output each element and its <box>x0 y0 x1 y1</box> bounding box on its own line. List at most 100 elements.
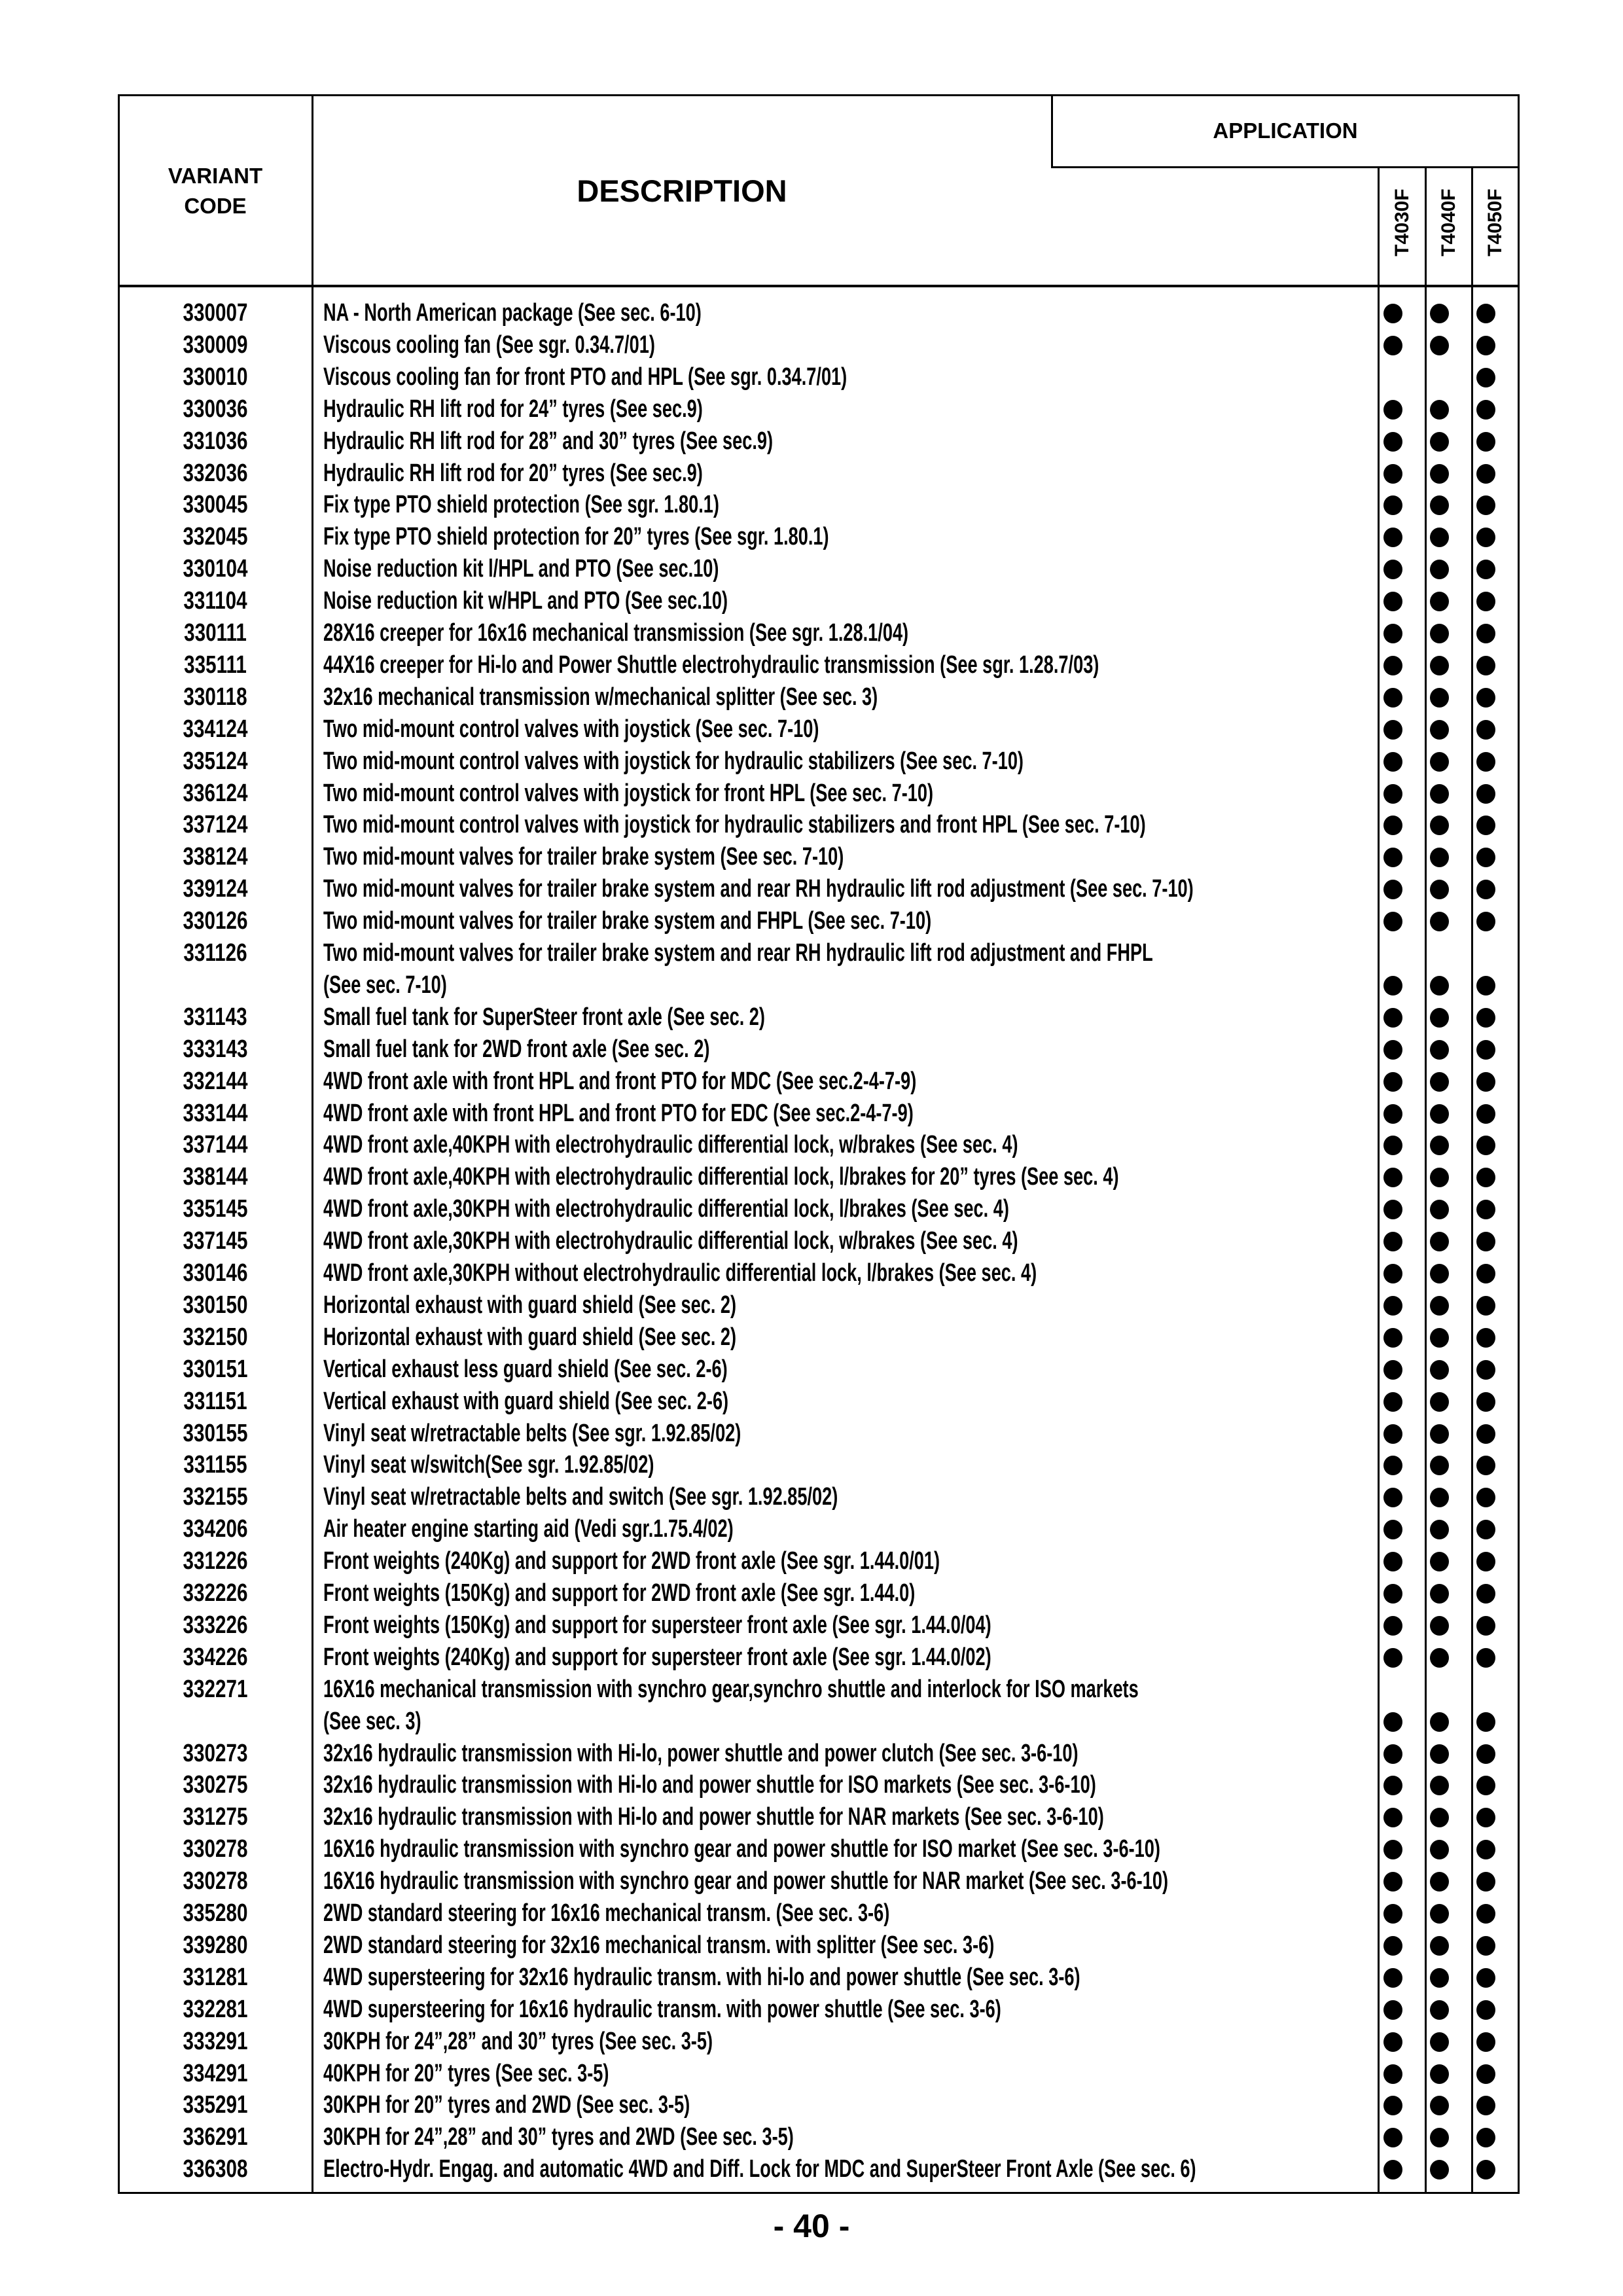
variant-code: 336308 <box>183 2155 248 2183</box>
variant-code: 330009 <box>183 331 248 359</box>
application-dot-t4040f <box>1430 1424 1449 1444</box>
variant-description: 28X16 creeper for 16x16 mechanical trans… <box>323 619 909 647</box>
variant-description: Front weights (150Kg) and support for 2W… <box>323 1579 916 1607</box>
application-dot-t4030f <box>1383 624 1402 643</box>
model-header-t4030f: T4030F <box>1391 188 1413 257</box>
application-dot-t4030f <box>1383 560 1402 580</box>
application-dot-t4030f <box>1383 592 1402 612</box>
application-dot-t4040f <box>1430 1520 1449 1540</box>
application-dot-t4030f <box>1383 2064 1402 2084</box>
application-dot-t4040f <box>1430 2128 1449 2148</box>
application-dot-t4030f <box>1383 1295 1402 1316</box>
variant-code: 330036 <box>183 395 248 423</box>
variant-description: (See sec. 3) <box>323 1707 421 1735</box>
application-dot-t4050f <box>1476 304 1495 323</box>
application-dot-t4050f <box>1476 1424 1495 1444</box>
application-dot-t4030f <box>1383 495 1402 516</box>
application-dot-t4050f <box>1476 880 1495 900</box>
variant-description: NA - North American package (See sec. 6-… <box>323 299 702 327</box>
application-dot-t4040f <box>1430 719 1449 740</box>
application-dot-t4040f <box>1430 1488 1449 1508</box>
table-frame <box>118 94 1520 2194</box>
variant-description: 4WD front axle,40KPH with electrohydraul… <box>323 1163 1119 1191</box>
application-dot-t4030f <box>1383 304 1402 323</box>
application-dot-t4040f <box>1430 1808 1449 1828</box>
application-dot-t4040f <box>1430 2096 1449 2116</box>
application-dot-t4050f <box>1476 1103 1495 1124</box>
application-dot-t4040f <box>1430 1168 1449 1188</box>
application-dot-t4050f <box>1476 1456 1495 1476</box>
variant-description: Noise reduction kit w/HPL and PTO (See s… <box>323 587 728 615</box>
variant-description: 32x16 mechanical transmission w/mechanic… <box>323 683 878 711</box>
description-header: DESCRIPTION <box>577 173 787 208</box>
variant-description: 30KPH for 20” tyres and 2WD (See sec. 3-… <box>323 2091 690 2119</box>
variant-description: 40KPH for 20” tyres (See sec. 3-5) <box>323 2059 609 2087</box>
variant-code: 331155 <box>183 1451 247 1479</box>
variant-code: 330278 <box>183 1835 248 1863</box>
variant-code: 330007 <box>183 299 248 327</box>
application-dot-t4050f <box>1476 1872 1495 1892</box>
application-dot-t4040f <box>1430 1007 1449 1028</box>
application-dot-t4030f <box>1383 2128 1402 2148</box>
application-dot-t4030f <box>1383 1647 1402 1668</box>
application-dot-t4050f <box>1476 2160 1495 2180</box>
application-dot-t4040f <box>1430 1264 1449 1283</box>
application-dot-t4040f <box>1430 848 1449 868</box>
variant-code: 331226 <box>183 1547 248 1575</box>
application-dot-t4040f <box>1430 1615 1449 1636</box>
variant-code: 334291 <box>183 2059 248 2087</box>
variant-code: 330150 <box>183 1291 248 1319</box>
variant-description: 4WD front axle,30KPH without electrohydr… <box>323 1259 1037 1287</box>
variant-description: Horizontal exhaust with guard shield (Se… <box>323 1323 737 1351</box>
variant-description: 4WD front axle with front HPL and front … <box>323 1067 917 1095</box>
application-dot-t4050f <box>1476 655 1495 675</box>
variant-label: VARIANT <box>168 164 263 188</box>
variant-code: 335124 <box>183 747 248 775</box>
column-divider <box>1471 167 1473 2194</box>
application-dot-t4050f <box>1476 2096 1495 2116</box>
application-dot-t4030f <box>1383 751 1402 772</box>
application-dot-t4050f <box>1476 1007 1495 1028</box>
variant-description: Two mid-mount control valves with joysti… <box>323 779 934 807</box>
variant-description: Air heater engine starting aid (Vedi sgr… <box>323 1515 734 1543</box>
application-dot-t4040f <box>1430 2064 1449 2084</box>
application-dot-t4050f <box>1476 975 1495 996</box>
application-dot-t4040f <box>1430 1136 1449 1156</box>
model-header-t4040f: T4040F <box>1438 188 1459 257</box>
application-dot-t4030f <box>1383 2000 1402 2020</box>
application-dot-t4030f <box>1383 1872 1402 1892</box>
variant-description: Noise reduction kit l/HPL and PTO (See s… <box>323 555 719 583</box>
application-dot-t4030f <box>1383 431 1402 452</box>
variant-code: 331151 <box>183 1387 247 1415</box>
variant-code: 330273 <box>183 1739 248 1767</box>
application-dot-t4030f <box>1383 1007 1402 1028</box>
application-dot-t4050f <box>1476 1520 1495 1540</box>
application-dot-t4050f <box>1476 2064 1495 2084</box>
variant-code: 332226 <box>183 1579 248 1607</box>
variant-description: 4WD front axle with front HPL and front … <box>323 1099 914 1127</box>
variant-description: Small fuel tank for SuperSteer front axl… <box>323 1003 765 1031</box>
variant-code: 333226 <box>183 1611 248 1639</box>
application-dot-t4050f <box>1476 1232 1495 1252</box>
application-dot-t4050f <box>1476 2032 1495 2052</box>
application-dot-t4030f <box>1383 655 1402 675</box>
variant-code: 330155 <box>183 1419 248 1447</box>
variant-description: Electro-Hydr. Engag. and automatic 4WD a… <box>323 2155 1196 2183</box>
application-dot-t4030f <box>1383 1935 1402 1956</box>
application-dot-t4040f <box>1430 624 1449 643</box>
application-dot-t4040f <box>1430 687 1449 708</box>
variant-description: 2WD standard steering for 16x16 mechanic… <box>323 1899 890 1927</box>
application-dot-t4050f <box>1476 1967 1495 1988</box>
application-dot-t4040f <box>1430 1552 1449 1572</box>
header-divider <box>118 285 1520 287</box>
variant-description: 4WD supersteering for 32x16 hydraulic tr… <box>323 1963 1080 1991</box>
variant-description: 4WD front axle,30KPH with electrohydraul… <box>323 1195 1009 1223</box>
variant-code: 332036 <box>183 459 248 487</box>
application-dot-t4030f <box>1383 848 1402 868</box>
variant-code: 333144 <box>183 1099 248 1127</box>
variant-description: Vinyl seat w/switch(See sgr. 1.92.85/02) <box>323 1451 654 1479</box>
application-dot-t4040f <box>1430 463 1449 484</box>
application-dot-t4030f <box>1383 463 1402 484</box>
application-dot-t4040f <box>1430 751 1449 772</box>
application-dot-t4050f <box>1476 367 1495 387</box>
